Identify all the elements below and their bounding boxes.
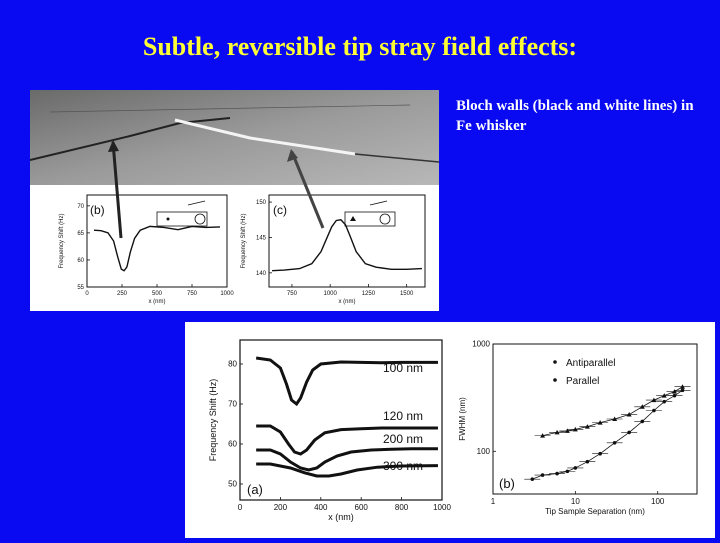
y-tick-label: 140: [256, 271, 267, 277]
plot-a: 0 200 400 600 800 1000 50 60 70 80 x (nm) Frequency…: [208, 339, 451, 522]
plot-frame: [268, 194, 426, 288]
plot-frame: [86, 194, 228, 288]
y-tick-label: 70: [228, 400, 237, 409]
tip-separation-figure-svg: 0 200 400 600 800 1000 50 60 70 80 x (nm) Frequency…: [208, 339, 698, 522]
curve-annotation: 100 nm: [383, 361, 423, 375]
y-tick-label: 65: [77, 231, 84, 237]
panel-label: (a): [247, 482, 263, 497]
bloch-wall-caption: Bloch walls (black and white lines) in F…: [456, 98, 694, 134]
bloch-wall-dark-2: [354, 153, 440, 163]
x-tick-label: 800: [395, 503, 409, 512]
x-tick-label: 600: [355, 503, 369, 512]
curve-annotation: 300 nm: [383, 459, 423, 473]
x-axis-label: x (nm): [339, 299, 356, 305]
y-axis-label: Frequency Shift (Hz): [208, 379, 218, 462]
tip-direction-arrow: [187, 200, 206, 206]
y-axis-label: FWHM (nm): [458, 397, 467, 441]
legend-marker-parallel: [553, 378, 557, 382]
x-tick-label: 0: [85, 291, 89, 297]
x-tick-label: 250: [117, 291, 128, 297]
bloch-wall-dark: [29, 117, 231, 161]
x-axis-label: x (nm): [149, 299, 166, 305]
x-tick-label: 200: [274, 503, 288, 512]
x-tick-label: 1: [491, 497, 496, 506]
legend-marker-antiparallel: [553, 360, 557, 364]
tip-triangle: [350, 216, 356, 221]
x-tick-label: 1250: [362, 291, 376, 297]
arrow-head-bright: [287, 149, 298, 162]
tip-magnet-symbol: [194, 213, 206, 225]
series-line: [256, 424, 438, 456]
tip-separation-figure-panel: 0 200 400 600 800 1000 50 60 70 80 x (nm) Frequency…: [185, 322, 715, 538]
series-line: [93, 225, 221, 272]
bloch-wall-bright: [174, 118, 356, 156]
y-axis-label: Frequency Shift (Hz): [241, 213, 247, 268]
tip-direction-arrow: [369, 200, 388, 206]
x-tick-label: 750: [287, 291, 298, 297]
x-axis-label: x (nm): [328, 512, 354, 522]
mfm-figure-panel: 0 250 500 750 1000 55 60 65 70 x (nm) Frequency Sh…: [29, 90, 440, 311]
x-tick-label: 0: [238, 503, 243, 512]
legend-label-parallel: Parallel: [566, 376, 599, 387]
x-tick-label: 1000: [220, 291, 234, 297]
series-line: [272, 219, 422, 272]
tip-magnet-symbol: [379, 213, 391, 225]
x-axis-label: Tip Sample Separation (nm): [545, 507, 645, 516]
y-tick-label: 60: [77, 258, 84, 264]
plot-frame: [492, 343, 698, 495]
mfm-image: [30, 90, 439, 185]
mfm-figure-svg: 0 250 500 750 1000 55 60 65 70 x (nm) Frequency Sh…: [29, 90, 440, 305]
x-tick-label: 1000: [433, 503, 451, 512]
arrow-head-dark: [108, 140, 119, 152]
x-tick-label: 10: [571, 497, 580, 506]
series-fit-line: [542, 386, 683, 437]
arrow-to-dark-wall: [111, 141, 123, 239]
panel-label: (b): [499, 476, 515, 491]
panel-label: (b): [90, 203, 105, 217]
x-tick-label: 500: [152, 291, 163, 297]
series-fit-line: [532, 389, 683, 480]
y-tick-label: 100: [477, 447, 491, 456]
y-axis-label: Frequency Shift (Hz): [59, 213, 65, 268]
slide-title: Subtle, reversible tip stray field effec…: [142, 32, 578, 61]
arrow-to-bright-wall: [290, 151, 325, 229]
x-tick-label: 1000: [323, 291, 337, 297]
x-tick-label: 400: [314, 503, 328, 512]
tip-dot: [166, 217, 170, 221]
curve-annotation: 120 nm: [383, 409, 423, 423]
curve-annotation: 200 nm: [383, 432, 423, 446]
y-tick-label: 60: [228, 440, 237, 449]
y-tick-label: 145: [256, 235, 267, 241]
series-line: [256, 447, 438, 472]
y-tick-label: 150: [256, 200, 267, 206]
y-tick-label: 80: [228, 360, 237, 369]
y-tick-label: 1000: [472, 340, 490, 349]
plot-frame: [239, 339, 443, 501]
plot-c: 750 1000 1250 1500 140 145 150 x (nm) Frequency …: [241, 194, 426, 305]
tip-schematic-box: [156, 211, 208, 227]
x-tick-label: 750: [187, 291, 198, 297]
legend-label-antiparallel: Antiparallel: [566, 358, 615, 369]
plot-fwhm: 1 10 100 100 1000 Tip Sample Separation (nm) F…: [458, 340, 698, 516]
series-line: [255, 356, 438, 407]
y-tick-label: 50: [228, 480, 237, 489]
plot-b: 0 250 500 750 1000 55 60 65 70 x (nm) Frequency Sh…: [59, 194, 234, 305]
y-tick-label: 70: [77, 204, 84, 210]
x-tick-label: 1500: [400, 291, 414, 297]
panel-label: (c): [273, 203, 287, 217]
y-tick-label: 55: [77, 285, 84, 291]
series-line: [256, 462, 438, 478]
dust-line: [49, 104, 411, 113]
tip-schematic-box: [344, 211, 396, 227]
x-tick-label: 100: [651, 497, 665, 506]
